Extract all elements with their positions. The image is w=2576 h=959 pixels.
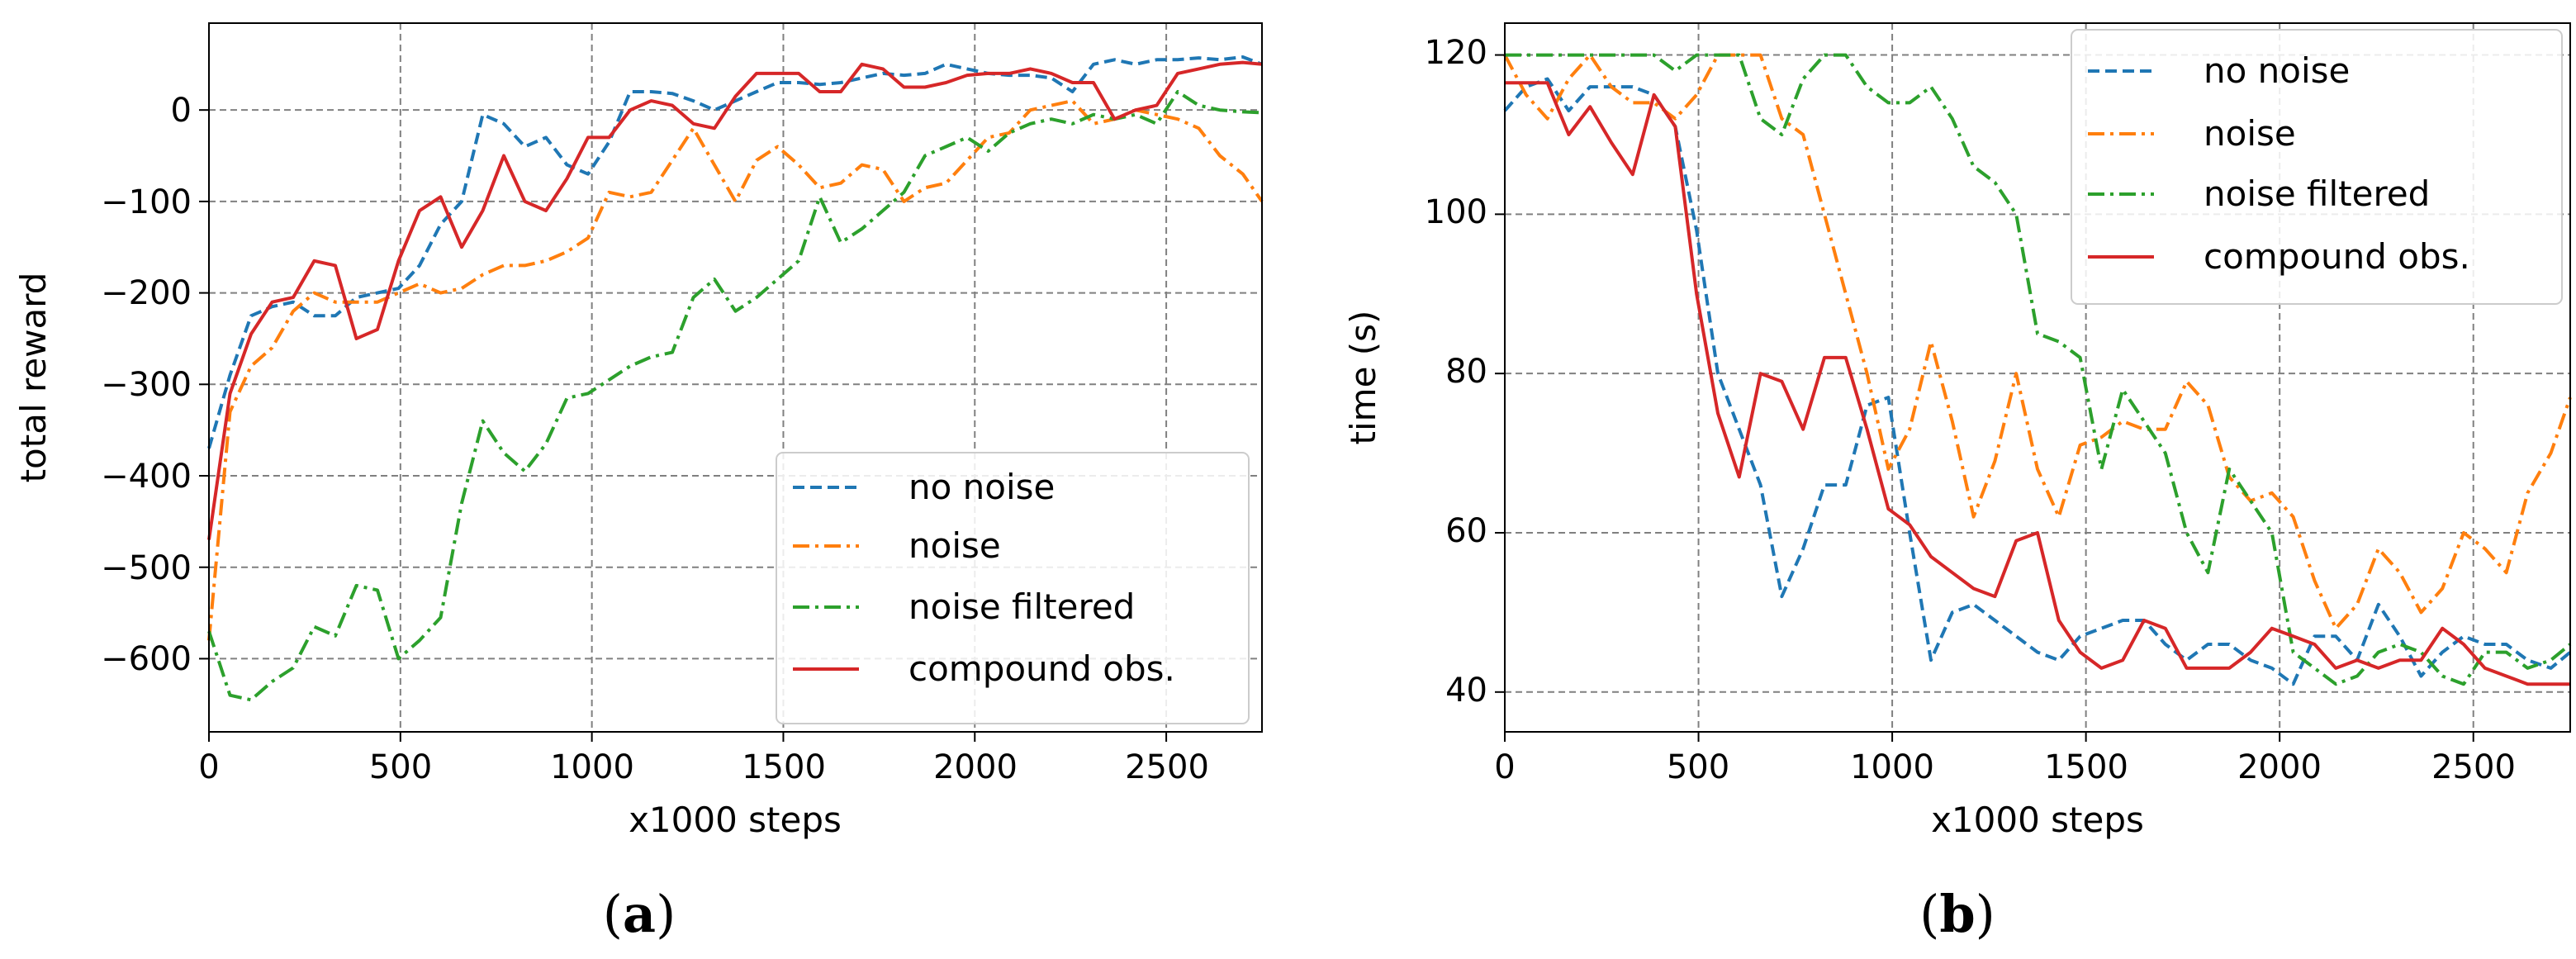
panel-a-y-tick-label: −200 (101, 274, 192, 312)
panel-a-caption-close: ) (656, 884, 676, 944)
panel-b-y-tick-label: 60 (1445, 512, 1487, 550)
panel-a-x-tick-labels: 0 500 1000 1500 2000 2500 (198, 748, 1209, 786)
panel-a-x-axis-label: x1000 steps (629, 800, 842, 840)
panel-b-y-axis-label: time (s) (1343, 311, 1383, 445)
panel-a-y-tick-label: −600 (101, 640, 192, 678)
panel-b-x-tick-label: 1000 (1850, 748, 1934, 786)
panel-b-legend-label-compound-obs: compound obs. (2204, 236, 2470, 277)
panel-b-x-tick-label: 2000 (2237, 748, 2322, 786)
panel-b-legend-label-noise-filtered: noise filtered (2204, 173, 2430, 214)
panel-a-caption-open: ( (603, 884, 623, 944)
panel-b-legend-frame (2071, 29, 2563, 305)
panel-b-x-tick-label: 1500 (2044, 748, 2128, 786)
panel-a-legend-label-compound-obs: compound obs. (908, 648, 1175, 689)
panel-b-y-tick-label: 120 (1425, 34, 1487, 72)
panel-b-series (1503, 53, 2572, 686)
panel-a-caption: (a) (603, 884, 676, 944)
panel-a-series-no-noise (207, 55, 1263, 449)
panel-b-series-noise-filtered (1505, 53, 2572, 686)
panel-b-y-tick-labels: 40 60 80 100 120 (1425, 34, 1487, 710)
panel-a-x-tick-label: 1000 (550, 748, 634, 786)
panel-b: 0 500 1000 1500 2000 2500 40 60 80 100 1… (1343, 22, 2572, 944)
panel-b-caption-close: ) (1976, 884, 1995, 944)
panel-a-series-compound-obs (207, 60, 1263, 540)
panel-a-y-tick-labels: 0 −100 −200 −300 −400 −500 −600 (101, 92, 192, 678)
panel-a-y-tick-label: −400 (101, 458, 192, 496)
panel-b-legend-label-no-noise: no noise (2204, 50, 2350, 91)
panel-a-legend: no noise noise noise filtered compound o… (776, 452, 1250, 724)
panel-b-series-noise (1503, 53, 2572, 630)
panel-b-caption-open: ( (1919, 884, 1939, 944)
panel-b-ticks (1495, 54, 2474, 742)
panel-b-caption-letter: b (1939, 884, 1975, 944)
panel-b-x-tick-label: 0 (1494, 748, 1515, 786)
panel-a-legend-label-no-noise: no noise (908, 467, 1055, 507)
panel-b-x-axis-label: x1000 steps (1931, 800, 2144, 840)
panel-a-y-tick-label: −500 (101, 549, 192, 587)
panel-a-frame (208, 22, 1263, 733)
panel-b-x-tick-labels: 0 500 1000 1500 2000 2500 (1494, 748, 2516, 786)
panel-a-legend-frame (776, 452, 1250, 724)
panel-a-series (207, 55, 1264, 702)
panel-b-y-tick-label: 100 (1425, 193, 1487, 231)
panel-a-caption-letter: a (623, 884, 656, 944)
panel-b-legend: no noise noise noise filtered compound o… (2071, 29, 2563, 305)
panel-a-legend-label-noise: noise (908, 525, 1001, 566)
panel-b-frame (1504, 22, 2571, 733)
panel-a-y-tick-label: −300 (101, 366, 192, 404)
panel-b-y-tick-label: 80 (1445, 353, 1487, 391)
panel-b-series-compound-obs (1505, 81, 2570, 686)
panel-a-x-tick-label: 500 (369, 748, 432, 786)
panel-a: 0 500 1000 1500 2000 2500 0 −100 −200 −3… (13, 22, 1264, 944)
panel-a-x-tick-label: 0 (198, 748, 219, 786)
panel-a-series-noise-filtered (207, 90, 1263, 702)
panel-a-y-tick-label: −100 (101, 183, 192, 221)
panel-a-y-tick-label: 0 (171, 92, 192, 130)
panel-b-x-tick-label: 500 (1667, 748, 1729, 786)
panel-a-x-tick-label: 2000 (933, 748, 1018, 786)
panel-a-legend-label-noise-filtered: noise filtered (908, 586, 1135, 627)
panel-b-legend-label-noise: noise (2204, 113, 2296, 154)
panel-b-x-tick-label: 2500 (2431, 748, 2516, 786)
panel-a-x-tick-label: 1500 (742, 748, 826, 786)
panel-a-ticks (199, 109, 1168, 742)
panel-b-series-no-noise (1503, 77, 2572, 686)
panel-a-y-axis-label: total reward (13, 273, 54, 483)
panel-b-y-tick-label: 40 (1445, 672, 1487, 710)
panel-b-caption: (b) (1919, 884, 1995, 944)
panel-a-x-tick-label: 2500 (1125, 748, 1209, 786)
